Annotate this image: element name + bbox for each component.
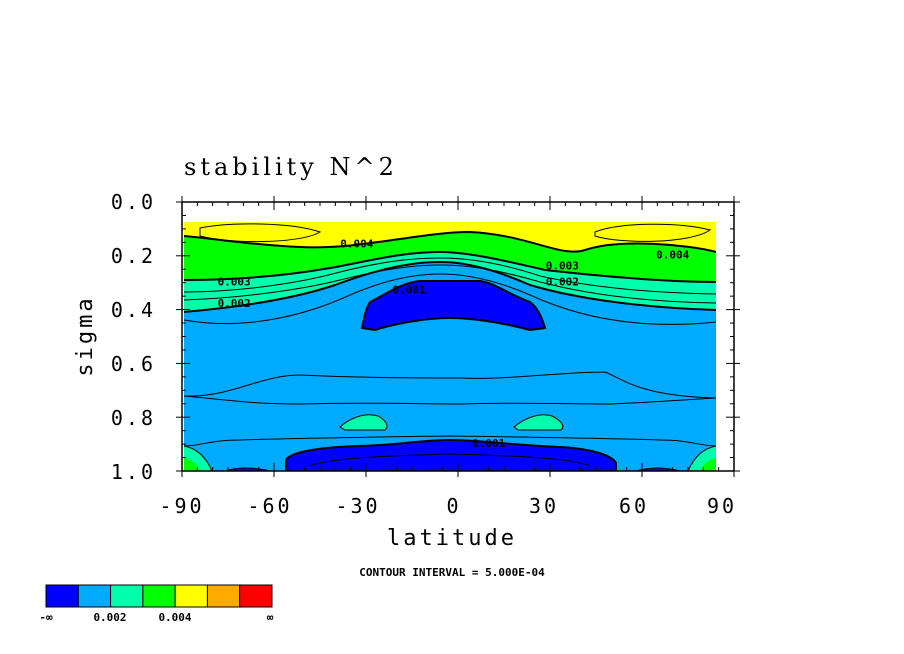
colorbar <box>45 584 273 608</box>
x-tick-label: 30 <box>529 494 559 518</box>
contour-label: 0.002 <box>218 297 251 310</box>
colorbar-swatch <box>77 584 112 608</box>
colorbar-label: ∞ <box>267 611 274 624</box>
y-tick-label: 0.2 <box>111 244 156 268</box>
island-left <box>340 414 388 430</box>
axis-ticks <box>176 196 740 477</box>
band-min-lower <box>286 440 616 471</box>
y-tick-label: 0.6 <box>111 352 156 376</box>
contour-label: 0.003 <box>218 275 251 288</box>
colorbar-label: 0.002 <box>93 611 126 624</box>
colorbar-label: -∞ <box>39 611 53 624</box>
x-tick-label: -30 <box>335 494 380 518</box>
y-tick-label: 0.0 <box>111 190 156 214</box>
x-tick-label: 60 <box>619 494 649 518</box>
band-min-upper <box>362 281 545 330</box>
contour-label: 0.004 <box>656 248 689 261</box>
y-tick-label: 1.0 <box>111 460 156 484</box>
colorbar-swatch <box>110 584 144 608</box>
colorbar-swatch <box>239 584 273 608</box>
contour-labels: 0.004 0.004 0.003 0.003 0.002 0.002 0.001 0.001 <box>218 238 690 450</box>
corner-left-inner <box>184 458 200 471</box>
colorbar-swatch <box>45 584 79 608</box>
colorbar-labels: -∞ 0.002 0.004 ∞ <box>39 611 273 624</box>
band-0.004-0.005 <box>184 222 716 252</box>
y-tick-label: 0.8 <box>111 406 156 430</box>
y-tick-labels: 0.0 0.2 0.4 0.6 0.8 1.0 <box>111 190 156 484</box>
chart-title: stability N^2 <box>184 153 398 181</box>
contour-lines <box>183 223 717 472</box>
y-tick-label: 0.4 <box>111 298 156 322</box>
colorbar-label: 0.004 <box>158 611 191 624</box>
contour-fills <box>184 222 716 471</box>
y-axis-label: sigma <box>73 295 98 376</box>
contour-label: 0.001 <box>472 437 505 450</box>
x-tick-label: -90 <box>159 494 204 518</box>
corner-right-inner <box>700 458 716 471</box>
contour-label: 0.002 <box>546 275 579 288</box>
colorbar-swatch <box>142 584 176 608</box>
x-tick-labels: -90 -60 -30 0 30 60 90 <box>159 494 737 518</box>
x-axis-label: latitude <box>387 526 517 551</box>
x-tick-label: 90 <box>707 494 737 518</box>
contour-label: 0.003 <box>546 259 579 272</box>
colorbar-swatch <box>206 584 241 608</box>
island-right <box>514 414 563 430</box>
x-tick-label: -60 <box>247 494 292 518</box>
contour-label: 0.001 <box>392 283 425 296</box>
colorbar-swatch <box>174 584 208 608</box>
x-tick-label: 0 <box>446 494 461 518</box>
contour-interval-text: CONTOUR INTERVAL = 5.000E-04 <box>359 566 545 579</box>
contour-label: 0.004 <box>340 238 373 251</box>
